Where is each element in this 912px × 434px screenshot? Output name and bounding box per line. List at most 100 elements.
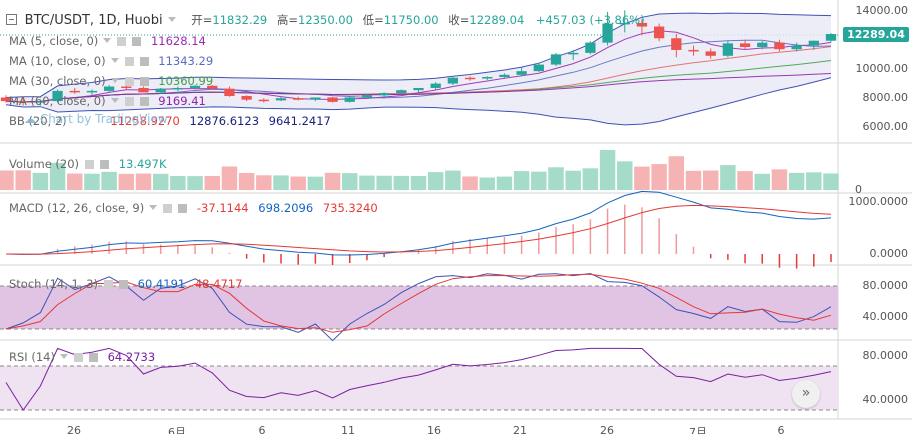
chevron-down-icon[interactable] [59, 354, 68, 359]
ma5-label[interactable]: MA (5, close, 0) [9, 34, 99, 48]
volume-bar [135, 173, 152, 190]
scroll-to-realtime-button[interactable]: » [792, 380, 820, 408]
candle-body [0, 97, 12, 102]
settings-icon[interactable] [124, 77, 134, 86]
chevron-down-icon[interactable] [110, 58, 119, 63]
volume-bar [513, 171, 530, 190]
ma10-legend[interactable]: MA (10, close, 0) 11343.29 [9, 54, 213, 68]
candle-body [464, 77, 476, 80]
volume-bar [0, 170, 14, 190]
candle-body [705, 51, 716, 56]
ma5-legend[interactable]: MA (5, close, 0) 11628.14 [9, 34, 206, 48]
macd-label[interactable]: MACD (12, 26, close, 9) [9, 201, 145, 215]
volume-bar [806, 172, 822, 190]
candle-body [413, 87, 424, 91]
open-value: 11832.29 [212, 13, 268, 27]
close-icon[interactable] [100, 160, 110, 169]
rsi-legend[interactable]: RSI (14) 64.2733 [9, 350, 155, 364]
close-icon[interactable] [139, 97, 149, 106]
settings-icon[interactable] [73, 353, 83, 362]
close-icon[interactable] [178, 204, 188, 213]
stoch-label[interactable]: Stoch (14, 1, 3) [9, 277, 98, 291]
close-icon[interactable] [118, 280, 128, 289]
ma60-label[interactable]: MA (60, close, 0) [9, 94, 106, 108]
settings-icon[interactable] [103, 280, 113, 289]
candle-body [808, 40, 819, 46]
candle-body [757, 42, 768, 48]
volume-bar [273, 175, 289, 190]
chevron-down-icon[interactable] [110, 98, 119, 103]
ma30-label[interactable]: MA (30, close, 0) [9, 74, 106, 88]
candle-body [636, 22, 648, 27]
candle-body [207, 85, 218, 89]
close-value: 12289.04 [469, 13, 525, 27]
candle-body [258, 99, 269, 102]
tradingview-watermark[interactable]: ☁ Chart by TradingView [24, 112, 168, 126]
minus-square-icon[interactable] [6, 14, 17, 25]
settings-icon[interactable] [163, 204, 173, 213]
candle-body [482, 77, 493, 79]
volume-bar [290, 176, 306, 190]
volume-bar [359, 175, 375, 190]
candle-body [774, 42, 785, 50]
candle-body [430, 83, 441, 88]
chevron-down-icon[interactable] [149, 205, 158, 210]
close-icon[interactable] [139, 57, 149, 66]
close-icon[interactable] [88, 353, 98, 362]
stoch-k-value: 60.4191 [137, 277, 186, 291]
settings-icon[interactable] [85, 160, 95, 169]
symbol-label[interactable]: BTC/USDT, 1D, Huobi [24, 13, 163, 28]
close-icon[interactable] [132, 37, 142, 46]
volume-bar [445, 170, 461, 190]
volume-bar [496, 176, 513, 190]
ma10-label[interactable]: MA (10, close, 0) [9, 54, 106, 68]
candle-body [550, 54, 562, 65]
volume-bar [256, 175, 272, 190]
stoch-legend[interactable]: Stoch (14, 1, 3) 60.4191 48.4717 [9, 277, 242, 291]
volume-bar [393, 175, 410, 190]
candle-body [310, 97, 321, 100]
bb-basis-value: 11258.9270 [110, 114, 180, 128]
high-value: 12350.00 [298, 13, 353, 27]
ma30-legend[interactable]: MA (30, close, 0) 10360.99 [9, 74, 213, 88]
time-tick: 7月 [689, 426, 707, 434]
macd-hist-value: -37.1144 [196, 201, 249, 215]
chevron-down-icon[interactable] [167, 17, 176, 22]
macd-legend[interactable]: MACD (12, 26, close, 9) -37.1144 698.209… [9, 201, 378, 215]
candle-body [825, 34, 837, 41]
volume-bar [651, 164, 667, 190]
candle-body [361, 95, 373, 98]
volume-bar [342, 173, 358, 190]
candle-body [69, 90, 80, 93]
candle-body [138, 87, 149, 93]
volume-bar [101, 171, 117, 190]
candle-body [293, 98, 304, 100]
bb-legend[interactable]: BB (20, 2) 11258.9270 12876.6123 9641.24… [9, 114, 331, 128]
volume-label[interactable]: Volume (20) [9, 157, 80, 171]
candle-body [103, 86, 115, 91]
candle-body [619, 22, 630, 25]
time-tick: 6月 [168, 426, 186, 434]
ma60-legend[interactable]: MA (60, close, 0) 9169.41 [9, 94, 206, 108]
volume-bar [634, 166, 650, 190]
double-chevron-right-icon: » [801, 385, 811, 401]
volume-legend[interactable]: Volume (20) 13.497K [9, 157, 166, 171]
price-tick: 8000.00 [862, 91, 909, 104]
chevron-down-icon[interactable] [110, 78, 119, 83]
rsi-value: 64.2733 [107, 350, 156, 364]
chevron-down-icon[interactable] [103, 38, 112, 43]
time-tick: 11 [341, 424, 355, 434]
candle-body [121, 86, 132, 89]
rsi-line [5, 347, 832, 411]
candle-body [35, 101, 46, 103]
settings-icon[interactable] [117, 37, 127, 46]
close-icon[interactable] [139, 77, 149, 86]
rsi-label[interactable]: RSI (14) [9, 350, 55, 364]
ma5-value: 11628.14 [150, 34, 206, 48]
stoch-band [0, 286, 838, 329]
settings-icon[interactable] [124, 57, 134, 66]
bb-label[interactable]: BB (20, 2) [9, 114, 67, 128]
settings-icon[interactable] [124, 97, 134, 106]
volume-bar [170, 175, 186, 190]
